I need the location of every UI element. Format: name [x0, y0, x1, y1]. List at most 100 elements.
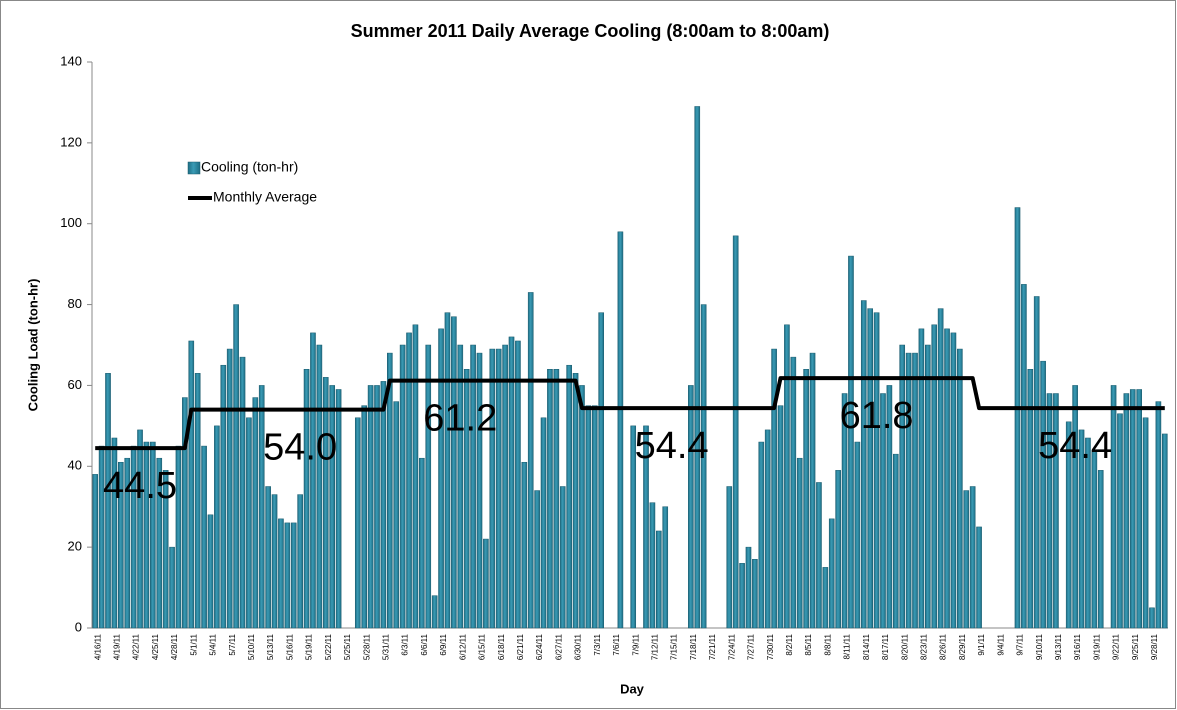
bar	[662, 506, 669, 629]
bar	[1136, 389, 1142, 629]
x-tick-label: 7/27/11	[747, 633, 756, 660]
x-tick-label: 6/6/11	[420, 633, 429, 655]
x-tick-label: 8/26/11	[939, 633, 948, 660]
bar	[969, 486, 976, 629]
chart-title: Summer 2011 Daily Average Cooling (8:00a…	[351, 21, 830, 41]
bar	[419, 457, 425, 629]
x-tick-label: 7/3/11	[593, 633, 602, 655]
bar	[214, 425, 220, 629]
bar	[1040, 360, 1046, 629]
bar	[745, 546, 752, 629]
bar	[976, 526, 982, 629]
bar	[451, 316, 457, 629]
bar	[182, 397, 188, 629]
bar	[1072, 385, 1078, 629]
bar	[463, 369, 470, 629]
bar	[899, 344, 906, 629]
bar	[438, 328, 444, 629]
bar	[784, 324, 790, 629]
bar	[822, 567, 829, 629]
bar	[1129, 389, 1136, 629]
bar	[880, 393, 886, 629]
bar	[950, 332, 957, 629]
bar	[1097, 470, 1104, 629]
x-tick-label: 8/20/11	[900, 633, 909, 660]
bar	[540, 417, 547, 629]
bar	[828, 518, 835, 629]
bar	[912, 352, 918, 629]
x-tick-label: 5/4/11	[209, 633, 218, 655]
bar	[835, 470, 841, 629]
bar	[169, 546, 175, 629]
y-tick-label: 20	[68, 539, 82, 554]
y-tick-label: 40	[68, 458, 82, 473]
bar	[162, 470, 169, 629]
bar	[239, 356, 246, 629]
bar	[412, 324, 419, 629]
bar	[1033, 296, 1040, 629]
x-tick-label: 6/15/11	[478, 633, 487, 660]
bar	[591, 405, 598, 629]
bar	[399, 344, 406, 629]
bar	[1155, 401, 1162, 629]
y-tick-label: 60	[68, 377, 82, 392]
y-tick-label: 80	[68, 296, 82, 311]
bar	[508, 336, 515, 629]
x-tick-label: 8/2/11	[785, 633, 794, 655]
bar	[656, 530, 662, 629]
bar	[790, 356, 797, 629]
bar	[258, 385, 265, 629]
bar	[226, 348, 233, 629]
bar	[547, 369, 553, 629]
bar	[649, 502, 656, 629]
bar	[886, 385, 893, 629]
bar	[758, 441, 765, 629]
x-tick-label: 5/19/11	[305, 633, 314, 660]
x-tick-label: 5/22/11	[324, 633, 333, 660]
bar	[905, 352, 912, 629]
x-tick-label: 9/16/11	[1073, 633, 1082, 660]
x-tick-label: 7/12/11	[651, 633, 660, 660]
bar	[726, 486, 733, 629]
x-tick-label: 4/16/11	[93, 633, 102, 660]
x-tick-label: 6/18/11	[497, 633, 506, 660]
y-axis-title: Cooling Load (ton-hr)	[25, 279, 40, 412]
bar	[1021, 284, 1027, 629]
x-tick-label: 4/19/11	[113, 633, 122, 660]
bar	[335, 389, 342, 629]
y-tick-label: 120	[60, 134, 82, 149]
bar	[278, 518, 284, 629]
bar	[233, 304, 239, 629]
bar	[918, 328, 925, 629]
bar	[194, 373, 201, 629]
bar	[957, 348, 963, 629]
bar	[322, 377, 329, 629]
data-label: 54.4	[1038, 425, 1112, 467]
x-tick-label: 8/23/11	[920, 633, 929, 660]
bar	[175, 445, 182, 629]
bar	[527, 292, 534, 629]
x-tick-label: 9/22/11	[1112, 633, 1121, 660]
bar	[854, 441, 861, 629]
bar	[502, 344, 508, 629]
bar	[246, 417, 252, 629]
bar	[130, 445, 137, 629]
bar	[643, 425, 649, 629]
bar	[150, 441, 156, 629]
bar	[937, 308, 944, 629]
x-tick-label: 9/13/11	[1054, 633, 1063, 660]
x-tick-label: 7/30/11	[766, 633, 775, 660]
bar	[553, 369, 560, 629]
bar	[143, 441, 150, 629]
x-tick-label: 4/25/11	[151, 633, 160, 660]
x-axis-title: Day	[620, 681, 645, 696]
bar	[495, 348, 502, 629]
bar	[848, 255, 854, 629]
bar	[688, 385, 694, 629]
x-tick-label: 5/25/11	[343, 633, 352, 660]
bar	[111, 437, 118, 629]
x-tick-label: 7/24/11	[727, 633, 736, 660]
x-tick-label: 7/6/11	[612, 633, 621, 655]
bar	[406, 332, 412, 629]
